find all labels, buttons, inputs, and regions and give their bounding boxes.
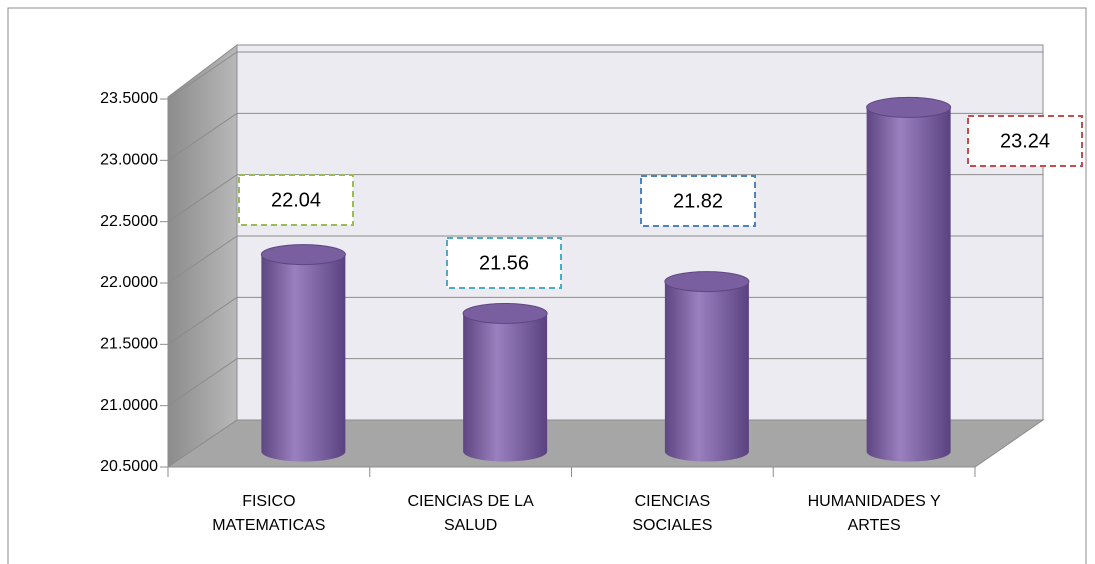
bar bbox=[261, 254, 346, 462]
y-tick-label: 21.5000 bbox=[100, 336, 158, 353]
data-label-box bbox=[238, 174, 354, 226]
x-tick-label: FISICO MATEMATICAS bbox=[212, 493, 326, 534]
grid-line bbox=[167, 235, 238, 284]
bar-top bbox=[866, 96, 952, 118]
data-label: 21.56 bbox=[479, 252, 529, 274]
x-tick-label: HUMANIDADES Y ARTES bbox=[807, 493, 941, 534]
bar-top bbox=[462, 302, 548, 324]
x-tick-label: CIENCIAS SOCIALES bbox=[632, 493, 713, 534]
y-tick-label: 22.0000 bbox=[100, 274, 158, 291]
y-tick-label: 21.0000 bbox=[100, 397, 158, 414]
side-wall bbox=[167, 43, 238, 468]
grid-line bbox=[167, 358, 238, 407]
grid-line bbox=[167, 112, 238, 161]
y-tick-label: 20.5000 bbox=[100, 458, 158, 475]
bar-top bbox=[260, 244, 346, 266]
y-tick-label: 22.5000 bbox=[100, 213, 158, 230]
data-label: 23.24 bbox=[1000, 130, 1050, 152]
data-label: 22.04 bbox=[271, 189, 321, 211]
data-label-box bbox=[640, 175, 756, 227]
bar bbox=[866, 107, 951, 462]
y-tick-label: 23.5000 bbox=[100, 90, 158, 107]
grid-line bbox=[167, 174, 238, 223]
y-tick-label: 23.0000 bbox=[100, 152, 158, 169]
bar-top bbox=[664, 271, 750, 293]
grid-line bbox=[167, 51, 238, 100]
bar bbox=[664, 281, 749, 462]
data-label-box bbox=[967, 115, 1083, 167]
data-label-box bbox=[446, 237, 562, 289]
x-tick-label: CIENCIAS DE LA SALUD bbox=[407, 493, 534, 534]
bar bbox=[463, 313, 548, 462]
grid-line bbox=[167, 296, 238, 345]
data-label: 21.82 bbox=[673, 190, 723, 212]
